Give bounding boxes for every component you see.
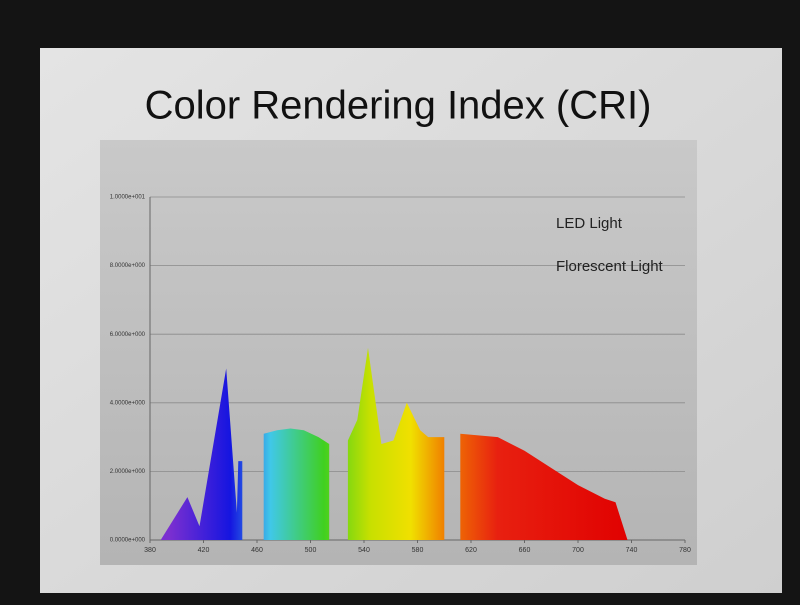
x-tick-label: 660 xyxy=(519,547,531,554)
chart-title: Color Rendering Index (CRI) xyxy=(145,84,652,128)
x-tick-label: 580 xyxy=(412,547,424,554)
y-tick-label: 8.0000e+000 xyxy=(110,263,146,269)
annotation: Florescent Light xyxy=(556,258,664,275)
spectrum-area xyxy=(160,347,628,540)
x-tick-label: 460 xyxy=(251,547,263,554)
y-tick-label: 1.0000e+001 xyxy=(110,195,146,201)
y-tick-label: 6.0000e+000 xyxy=(110,332,146,338)
x-tick-label: 500 xyxy=(305,547,317,554)
x-tick-label: 420 xyxy=(198,547,210,554)
x-tick-label: 620 xyxy=(465,547,477,554)
x-tick-label: 700 xyxy=(572,547,584,554)
y-tick-label: 2.0000e+000 xyxy=(110,469,146,475)
x-tick-label: 780 xyxy=(679,547,691,554)
annotation: LED Light xyxy=(556,215,623,232)
y-tick-label: 0.0000e+000 xyxy=(110,538,146,544)
x-tick-label: 740 xyxy=(626,547,638,554)
x-tick-label: 380 xyxy=(144,547,156,554)
y-tick-label: 4.0000e+000 xyxy=(110,400,146,406)
x-tick-label: 540 xyxy=(358,547,370,554)
